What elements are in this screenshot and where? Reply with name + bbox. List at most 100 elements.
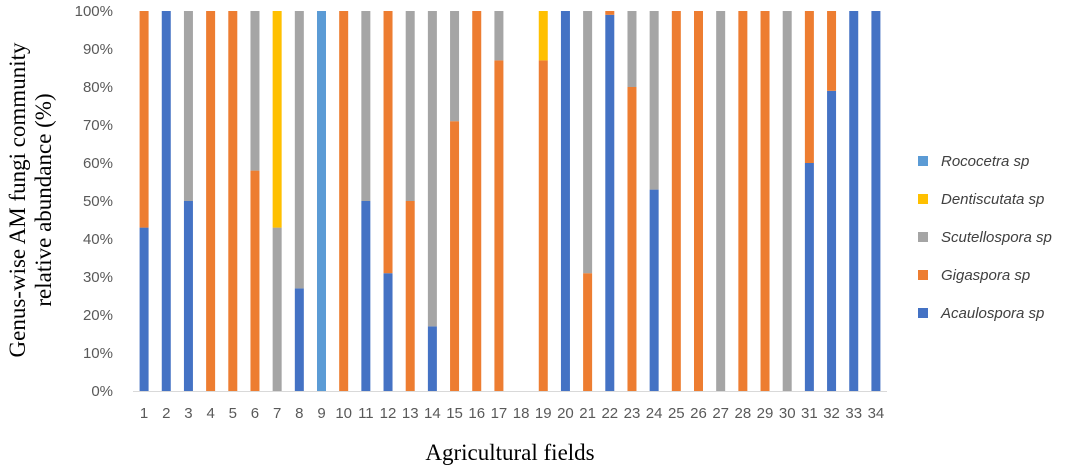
bar-segment-acaulospora: [871, 11, 881, 391]
bar-segment-acaulospora: [294, 288, 304, 391]
bar-segment-scutellospora: [649, 11, 659, 190]
x-tick-label: 30: [779, 405, 796, 422]
x-tick-label: 32: [823, 405, 840, 422]
legend-item: Dentiscutata sp: [918, 191, 1044, 208]
x-tick-label: 3: [184, 405, 192, 422]
bar-segment-acaulospora: [605, 14, 615, 392]
x-tick-label: 26: [690, 405, 707, 422]
bar-segment-scutellospora: [361, 11, 371, 201]
x-tick-label: 27: [712, 405, 729, 422]
bar-segment-gigaspora: [627, 87, 637, 391]
y-tick-label: 90%: [83, 41, 113, 58]
bar-segment-acaulospora: [804, 163, 814, 391]
y-tick-label: 80%: [83, 79, 113, 96]
x-tick-label: 6: [251, 405, 259, 422]
x-tick-label: 2: [162, 405, 170, 422]
x-tick-label: 4: [206, 405, 214, 422]
x-tick-label: 11: [358, 405, 374, 422]
bar-segment-gigaspora: [760, 11, 770, 391]
bar-segment-acaulospora: [849, 11, 859, 391]
x-tick-label: 19: [535, 405, 552, 422]
legend-swatch: [918, 308, 928, 318]
bar-segment-gigaspora: [339, 11, 349, 391]
x-tick-label: 14: [424, 405, 441, 422]
y-tick-label: 70%: [83, 117, 113, 134]
bar-segment-acaulospora: [827, 90, 837, 392]
x-tick-label: 25: [668, 405, 685, 422]
bar-segment-gigaspora: [206, 11, 216, 391]
bar-segment-acaulospora: [383, 273, 393, 391]
bars-group: [139, 11, 881, 392]
bar-segment-gigaspora: [494, 60, 504, 392]
bar-segment-dentiscutata: [272, 11, 282, 228]
bar-segment-gigaspora: [405, 201, 415, 391]
y-tick-label: 30%: [83, 269, 113, 286]
x-tick-label: 5: [229, 405, 237, 422]
x-tick-label: 31: [801, 405, 818, 422]
y-axis-title-line: Genus-wise AM fungi community: [5, 42, 30, 357]
bar-segment-scutellospora: [405, 11, 415, 201]
x-tick-label: 12: [380, 405, 397, 422]
bar-segment-scutellospora: [494, 11, 504, 61]
bar-segment-gigaspora: [538, 60, 548, 392]
x-tick-label: 33: [845, 405, 862, 422]
x-tick-label: 1: [140, 405, 148, 422]
bar-segment-gigaspora: [583, 273, 593, 391]
y-tick-label: 40%: [83, 231, 113, 248]
bar-segment-gigaspora: [694, 11, 703, 391]
legend-item: Rococetra sp: [918, 153, 1029, 170]
x-tick-label: 22: [601, 405, 618, 422]
legend-label: Gigaspora sp: [941, 267, 1030, 284]
y-tick-label: 0%: [91, 383, 113, 400]
bar-segment-gigaspora: [827, 11, 837, 91]
legend-label: Dentiscutata sp: [941, 191, 1044, 208]
y-axis-title: Genus-wise AM fungi community relative ab…: [5, 42, 56, 357]
x-axis-ticks: 1 2 3 4 5 6 7 8 9 10 11 12 13 14 15 16 17 18 19 20 21 22 23 24 2…: [140, 405, 884, 422]
bar-segment-scutellospora: [782, 11, 792, 391]
x-tick-label: 10: [335, 405, 352, 422]
bar-segment-acaulospora: [139, 227, 149, 391]
x-tick-label: 21: [579, 405, 596, 422]
x-tick-label: 7: [273, 405, 281, 422]
bar-segment-gigaspora: [472, 11, 482, 391]
x-tick-label: 28: [735, 405, 752, 422]
bar-segment-acaulospora: [161, 11, 171, 391]
y-tick-label: 100%: [75, 3, 113, 20]
x-axis-title: Agricultural fields: [425, 440, 594, 465]
bar-segment-scutellospora: [716, 11, 726, 391]
bar-segment-rococetra: [317, 11, 326, 391]
legend-item: Gigaspora sp: [918, 267, 1030, 284]
x-tick-label: 23: [624, 405, 641, 422]
legend: Rococetra sp Dentiscutata sp Scutellospora…: [918, 153, 1052, 322]
legend-swatch: [918, 232, 928, 242]
bar-segment-gigaspora: [250, 170, 260, 391]
bar-segment-dentiscutata: [538, 11, 548, 61]
bar-segment-scutellospora: [272, 227, 282, 391]
legend-label: Rococetra sp: [941, 153, 1029, 170]
legend-swatch: [918, 156, 928, 166]
y-tick-label: 20%: [83, 307, 113, 324]
x-tick-label: 24: [646, 405, 663, 422]
x-tick-label: 13: [402, 405, 419, 422]
x-tick-label: 9: [317, 405, 325, 422]
bar-segment-gigaspora: [671, 11, 681, 391]
x-tick-label: 20: [557, 405, 574, 422]
x-tick-label: 15: [446, 405, 463, 422]
bar-segment-scutellospora: [427, 11, 437, 327]
bar-segment-scutellospora: [250, 11, 260, 171]
legend-swatch: [918, 270, 928, 280]
bar-segment-gigaspora: [804, 11, 814, 163]
legend-label: Acaulospora sp: [940, 305, 1044, 322]
x-tick-label: 34: [868, 405, 885, 422]
bar-segment-gigaspora: [450, 121, 460, 391]
y-axis-title-line: relative abundance (%): [31, 93, 56, 306]
bar-segment-gigaspora: [139, 11, 149, 228]
bar-segment-gigaspora: [605, 11, 615, 15]
bar-segment-scutellospora: [583, 11, 593, 274]
bar-segment-gigaspora: [228, 11, 238, 391]
x-tick-label: 18: [513, 405, 530, 422]
bar-segment-acaulospora: [427, 326, 437, 391]
bar-segment-gigaspora: [738, 11, 748, 391]
bar-segment-acaulospora: [649, 189, 659, 391]
bar-segment-acaulospora: [361, 201, 371, 391]
